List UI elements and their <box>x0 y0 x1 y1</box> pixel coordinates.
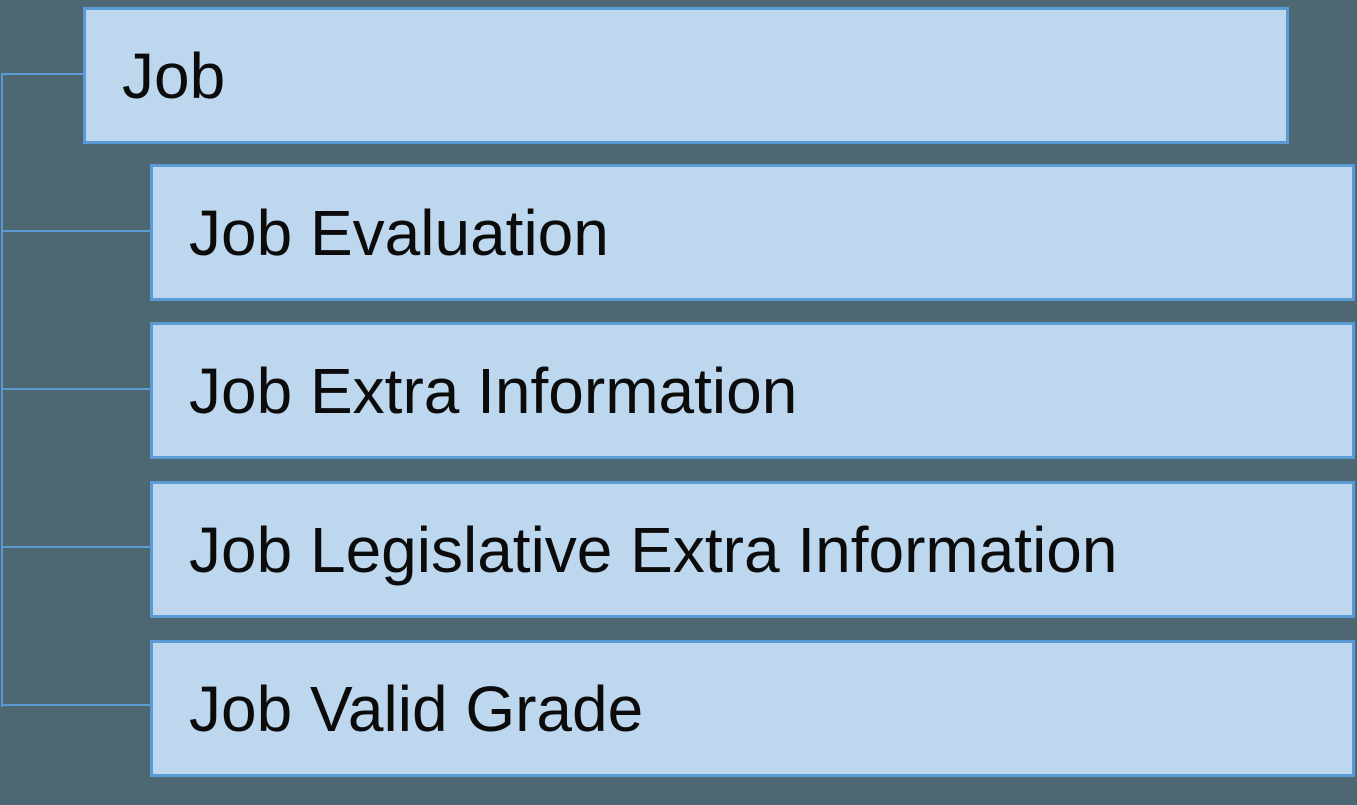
node-job-legislative-extra-information-label: Job Legislative Extra Information <box>189 513 1118 586</box>
connector-vertical-line <box>1 73 3 707</box>
node-job-label: Job <box>122 39 226 112</box>
node-job-valid-grade-label: Job Valid Grade <box>189 672 644 745</box>
node-job-evaluation: Job Evaluation <box>150 164 1355 301</box>
node-job-evaluation-label: Job Evaluation <box>189 196 609 269</box>
connector-branch-job-legislative-extra-information <box>1 546 150 548</box>
node-job-valid-grade: Job Valid Grade <box>150 640 1355 777</box>
node-job-extra-information: Job Extra Information <box>150 322 1355 459</box>
node-job-extra-information-label: Job Extra Information <box>189 354 798 427</box>
connector-root-branch <box>1 73 83 75</box>
connector-branch-job-extra-information <box>1 388 150 390</box>
connector-branch-job-valid-grade <box>1 704 150 706</box>
node-job: Job <box>83 7 1289 144</box>
node-job-legislative-extra-information: Job Legislative Extra Information <box>150 481 1355 618</box>
connector-branch-job-evaluation <box>1 230 150 232</box>
